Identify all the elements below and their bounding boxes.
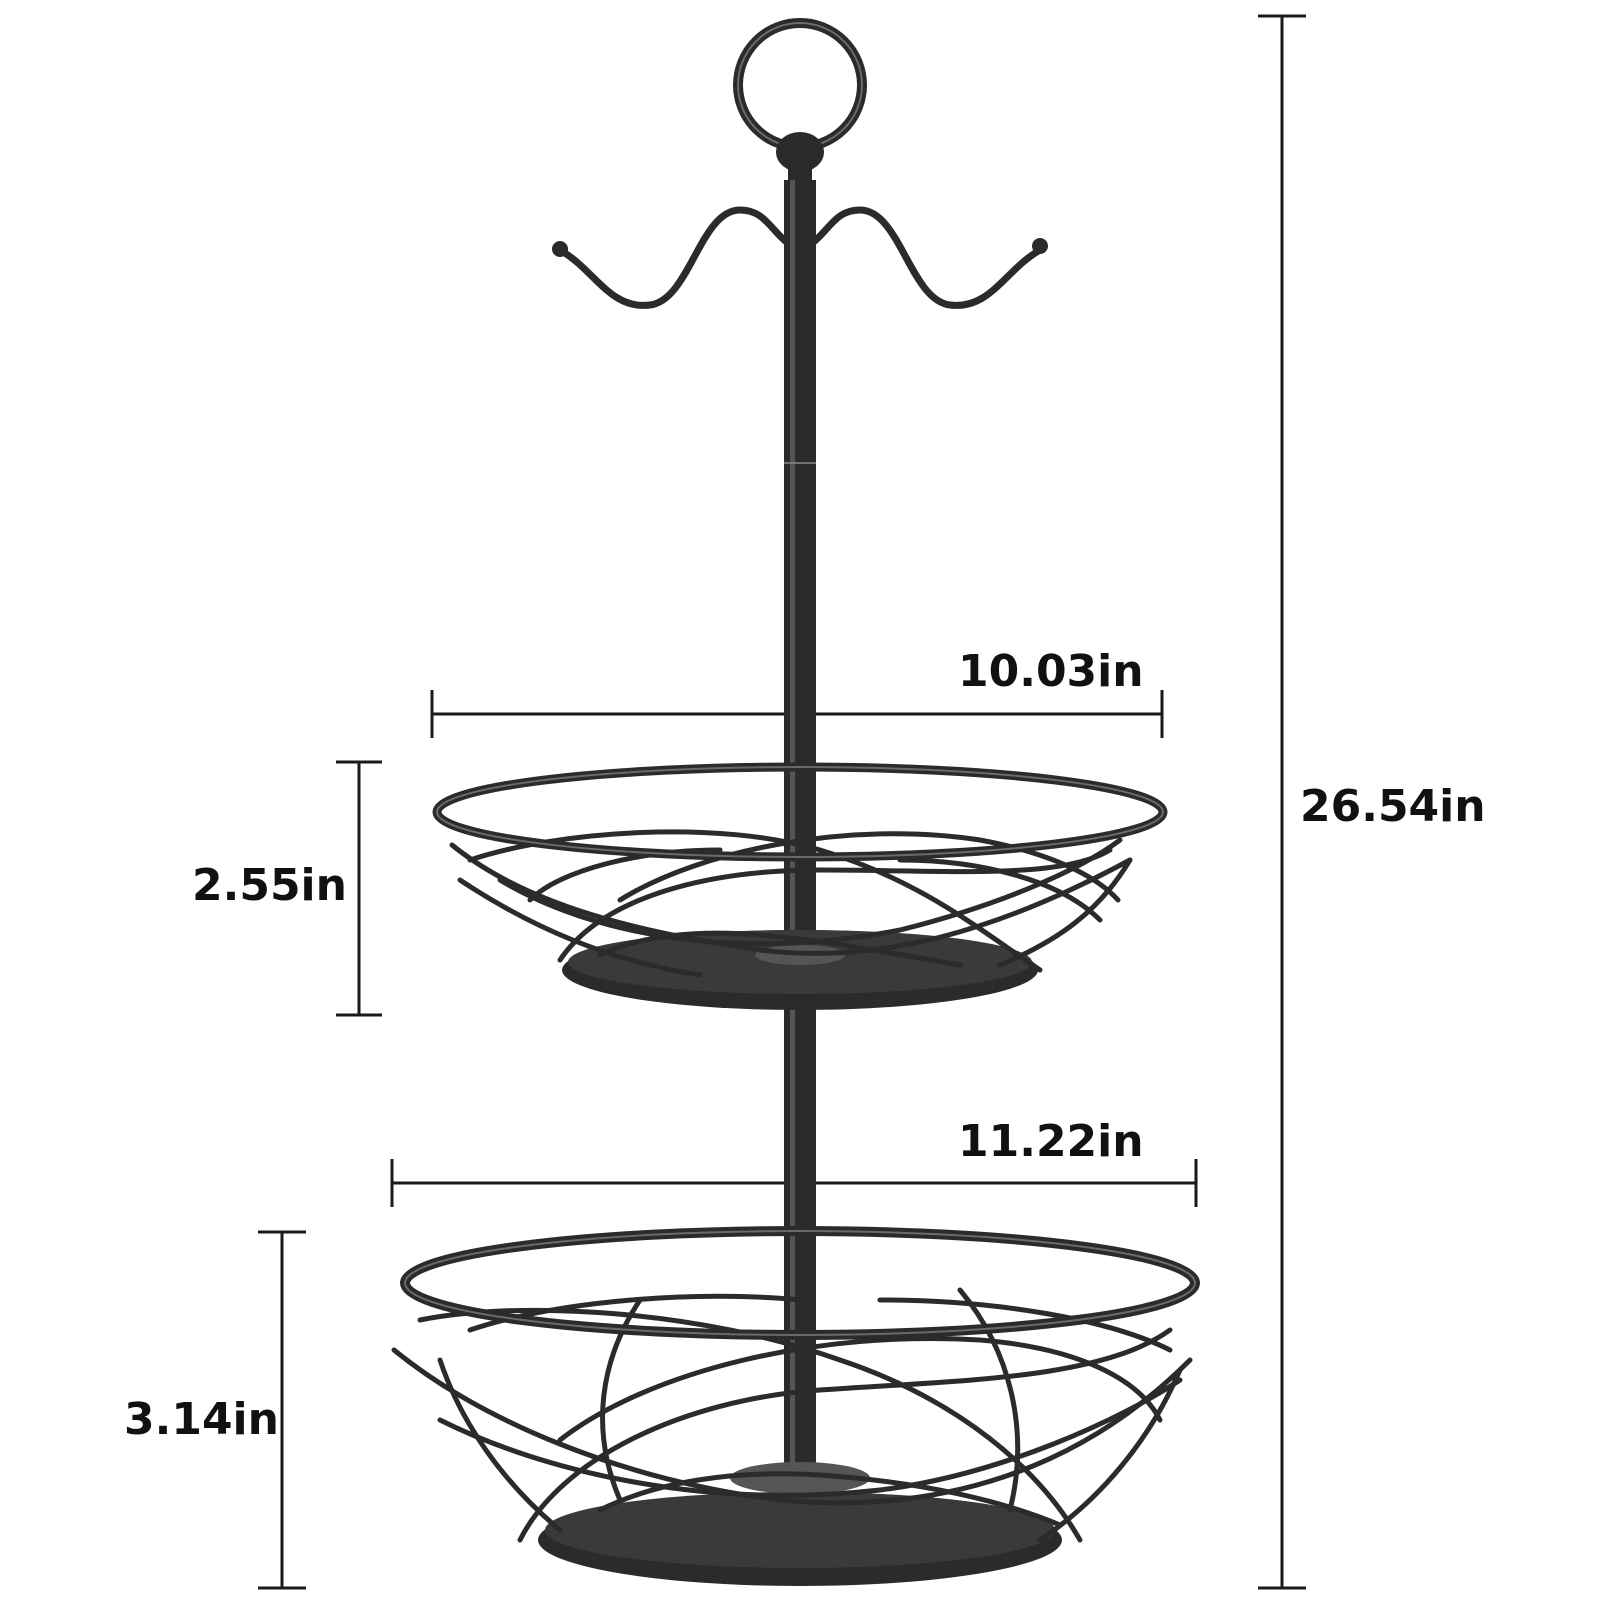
upper-basket-width-label: 10.03in [958, 646, 1144, 697]
lower-basket [391, 1226, 1200, 1586]
total-height-label: 26.54in [1300, 781, 1486, 832]
upper-basket-height-label: 2.55in [192, 860, 347, 911]
left-hook-tip [552, 241, 568, 257]
upper-basket [432, 762, 1168, 1010]
lower-basket-height-dimension-line [258, 1230, 306, 1590]
dimension-lines [258, 14, 1306, 1590]
upper-basket-height-dimension-line [336, 760, 382, 1017]
total-height-dimension-line [1258, 14, 1306, 1590]
lower-basket-width-label: 11.22in [958, 1116, 1144, 1167]
ring-knob [776, 132, 824, 172]
stand-top [552, 18, 1048, 309]
right-hook-tip [1032, 238, 1048, 254]
lower-basket-height-label: 3.14in [124, 1394, 279, 1445]
right-hook-arm [806, 206, 1044, 309]
left-hook-arm [556, 206, 794, 309]
center-pole [784, 180, 816, 1470]
